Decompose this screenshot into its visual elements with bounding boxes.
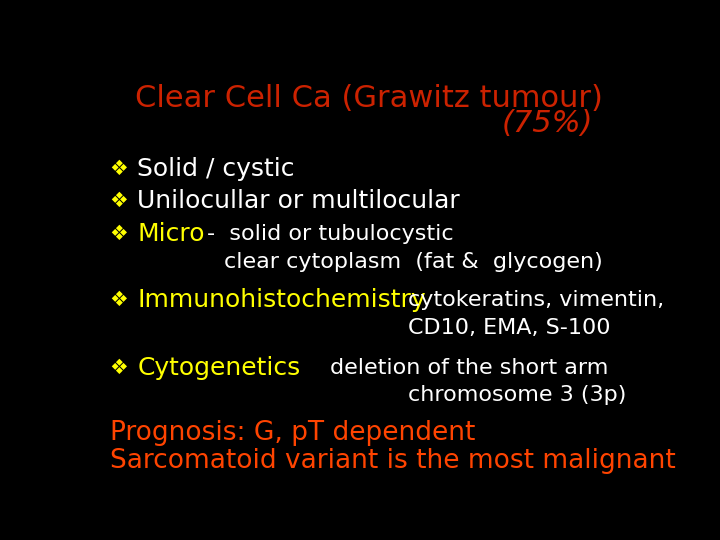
- Text: ❖: ❖: [109, 290, 128, 310]
- Text: -  solid or tubulocystic: - solid or tubulocystic: [207, 225, 454, 245]
- Text: (75%): (75%): [502, 109, 593, 138]
- Text: ❖: ❖: [109, 359, 128, 379]
- Text: ❖: ❖: [109, 159, 128, 179]
- Text: CD10, EMA, S-100: CD10, EMA, S-100: [408, 318, 611, 338]
- Text: ❖: ❖: [109, 191, 128, 211]
- Text: cytokeratins, vimentin,: cytokeratins, vimentin,: [408, 290, 664, 310]
- Text: Micro: Micro: [138, 222, 205, 246]
- Text: Prognosis: G, pT dependent: Prognosis: G, pT dependent: [109, 420, 475, 446]
- Text: Unilocullar or multilocular: Unilocullar or multilocular: [138, 189, 460, 213]
- Text: Sarcomatoid variant is the most malignant: Sarcomatoid variant is the most malignan…: [109, 448, 675, 474]
- Text: clear cytoplasm  (fat &  glycogen): clear cytoplasm (fat & glycogen): [224, 252, 603, 272]
- Text: chromosome 3 (3p): chromosome 3 (3p): [408, 386, 626, 406]
- Text: Solid / cystic: Solid / cystic: [138, 157, 295, 181]
- Text: deletion of the short arm: deletion of the short arm: [330, 359, 608, 379]
- Text: Cytogenetics: Cytogenetics: [138, 356, 301, 380]
- Text: ❖: ❖: [109, 225, 128, 245]
- Text: Immunohistochemistry: Immunohistochemistry: [138, 288, 426, 312]
- Text: Clear Cell Ca (Grawitz tumour): Clear Cell Ca (Grawitz tumour): [135, 84, 603, 112]
